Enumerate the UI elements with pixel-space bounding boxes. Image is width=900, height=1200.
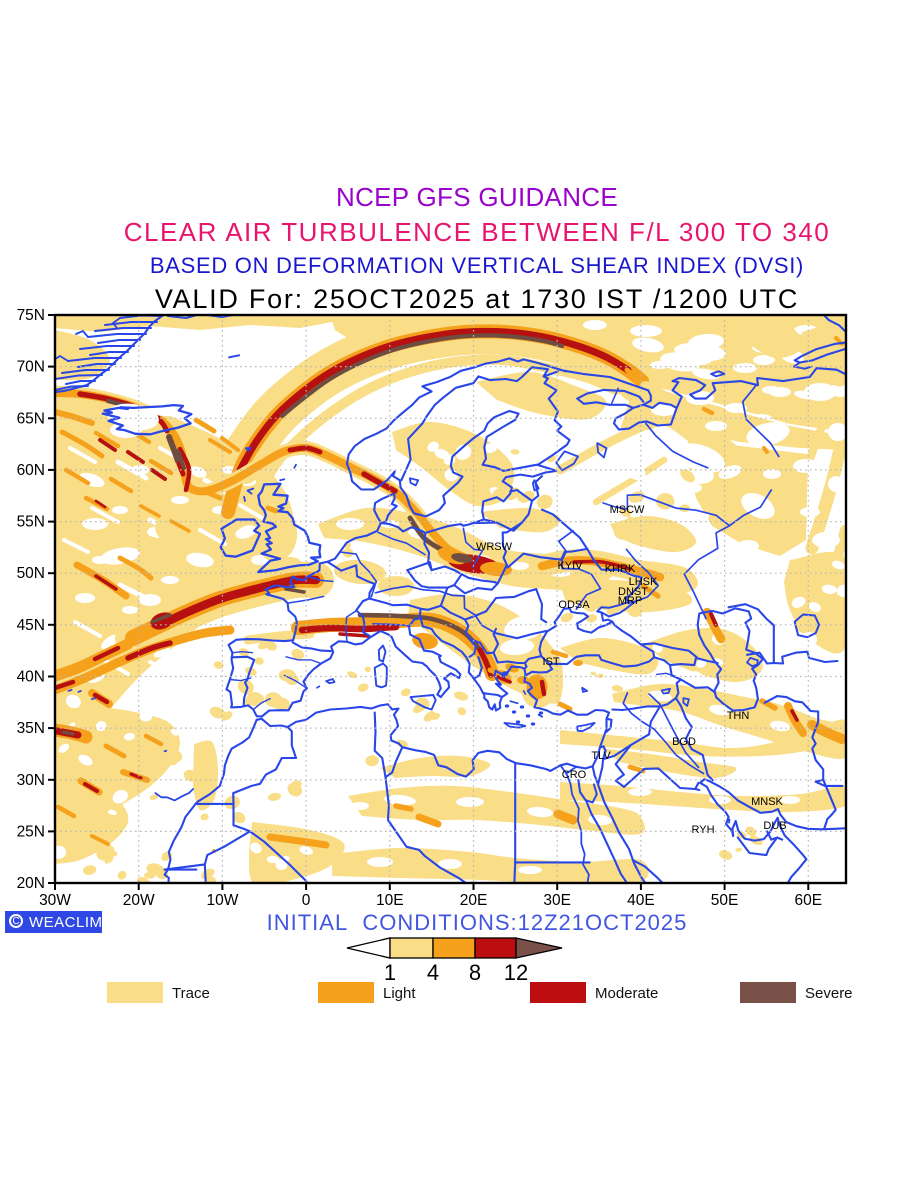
svg-text:20E: 20E: [460, 892, 488, 909]
svg-text:MRP: MRP: [618, 595, 642, 607]
svg-text:IST: IST: [542, 656, 559, 668]
svg-text:25N: 25N: [17, 823, 45, 840]
svg-text:55N: 55N: [17, 514, 45, 531]
svg-text:20W: 20W: [123, 892, 155, 909]
svg-text:50N: 50N: [17, 565, 45, 582]
svg-text:KYIV: KYIV: [557, 560, 583, 572]
svg-text:THN: THN: [727, 710, 750, 722]
svg-text:30E: 30E: [543, 892, 571, 909]
svg-text:20N: 20N: [17, 875, 45, 892]
svg-text:12: 12: [504, 960, 528, 985]
svg-text:60N: 60N: [17, 462, 45, 479]
svg-text:DUB: DUB: [763, 820, 786, 832]
svg-text:50E: 50E: [711, 892, 739, 909]
svg-text:70N: 70N: [17, 359, 45, 376]
svg-text:60E: 60E: [795, 892, 823, 909]
svg-text:30W: 30W: [39, 892, 71, 909]
svg-text:40E: 40E: [627, 892, 655, 909]
svg-text:35N: 35N: [17, 720, 45, 737]
svg-text:40N: 40N: [17, 669, 45, 686]
svg-text:10E: 10E: [376, 892, 404, 909]
svg-text:RYH: RYH: [691, 824, 714, 836]
svg-text:DNST: DNST: [618, 586, 648, 598]
svg-text:BGD: BGD: [672, 736, 696, 748]
svg-text:0: 0: [302, 892, 311, 909]
svg-text:75N: 75N: [17, 307, 45, 324]
svg-text:4: 4: [427, 960, 439, 985]
svg-text:LHSK: LHSK: [629, 576, 658, 588]
svg-text:WRSW: WRSW: [476, 541, 513, 553]
svg-text:KHRK: KHRK: [605, 563, 636, 575]
svg-text:MSCW: MSCW: [610, 504, 645, 516]
svg-text:8: 8: [469, 960, 481, 985]
svg-text:1: 1: [384, 960, 396, 985]
svg-text:10W: 10W: [206, 892, 238, 909]
svg-text:65N: 65N: [17, 410, 45, 427]
svg-text:CRO: CRO: [562, 769, 587, 781]
svg-text:TLV: TLV: [591, 750, 611, 762]
svg-text:MNSK: MNSK: [751, 796, 783, 808]
svg-text:30N: 30N: [17, 772, 45, 789]
svg-text:ODSA: ODSA: [558, 599, 590, 611]
svg-text:45N: 45N: [17, 617, 45, 634]
